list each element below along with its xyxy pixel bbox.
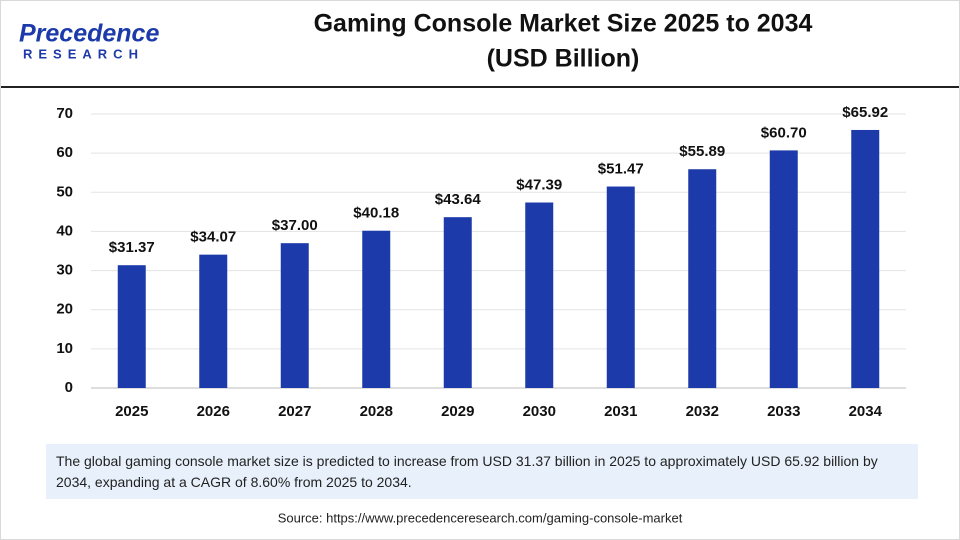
source: Source: https://www.precedenceresearch.c…: [278, 510, 683, 525]
y-tick-label: 10: [56, 340, 73, 357]
bar: [851, 129, 880, 389]
y-tick-label: 20: [56, 301, 73, 318]
bar: [362, 230, 391, 388]
value-label: $37.00: [272, 217, 318, 234]
x-tick-label: 2031: [604, 403, 637, 420]
value-label: $40.18: [353, 205, 399, 222]
logo-name: Precedence: [19, 20, 159, 48]
value-label: $31.37: [109, 239, 155, 256]
y-tick-label: 60: [56, 144, 73, 161]
x-tick-label: 2033: [767, 403, 800, 420]
y-tick-label: 50: [56, 183, 73, 200]
value-label: $51.47: [598, 161, 644, 178]
bar: [688, 169, 717, 388]
x-tick-label: 2028: [360, 403, 393, 420]
bar: [769, 150, 798, 388]
x-tick-label: 2034: [849, 403, 883, 420]
x-tick-label: 2032: [686, 403, 719, 420]
value-label: $55.89: [679, 143, 725, 160]
chart-title: Gaming Console Market Size 2025 to 2034: [314, 10, 813, 38]
bar: [280, 243, 309, 388]
logo-tagline: RESEARCH: [23, 46, 144, 61]
chart-subtitle: (USD Billion): [487, 45, 640, 73]
bar: [525, 202, 554, 388]
y-tick-label: 30: [56, 262, 73, 279]
value-label: $60.70: [761, 124, 807, 141]
y-tick-label: 0: [65, 379, 73, 396]
x-tick-label: 2027: [278, 403, 311, 420]
bar: [199, 254, 228, 388]
description: The global gaming console market size is…: [46, 444, 918, 499]
y-tick-label: 70: [56, 105, 73, 122]
y-tick-label: 40: [56, 222, 73, 239]
x-tick-label: 2029: [441, 403, 474, 420]
bar: [606, 186, 635, 388]
bar: [443, 217, 472, 388]
value-label: $65.92: [842, 104, 888, 121]
x-tick-label: 2030: [523, 403, 556, 420]
x-tick-label: 2026: [197, 403, 230, 420]
value-label: $47.39: [516, 176, 562, 193]
x-tick-label: 2025: [115, 403, 148, 420]
value-label: $43.64: [435, 191, 482, 208]
bar: [117, 265, 146, 388]
value-label: $34.07: [190, 229, 236, 246]
